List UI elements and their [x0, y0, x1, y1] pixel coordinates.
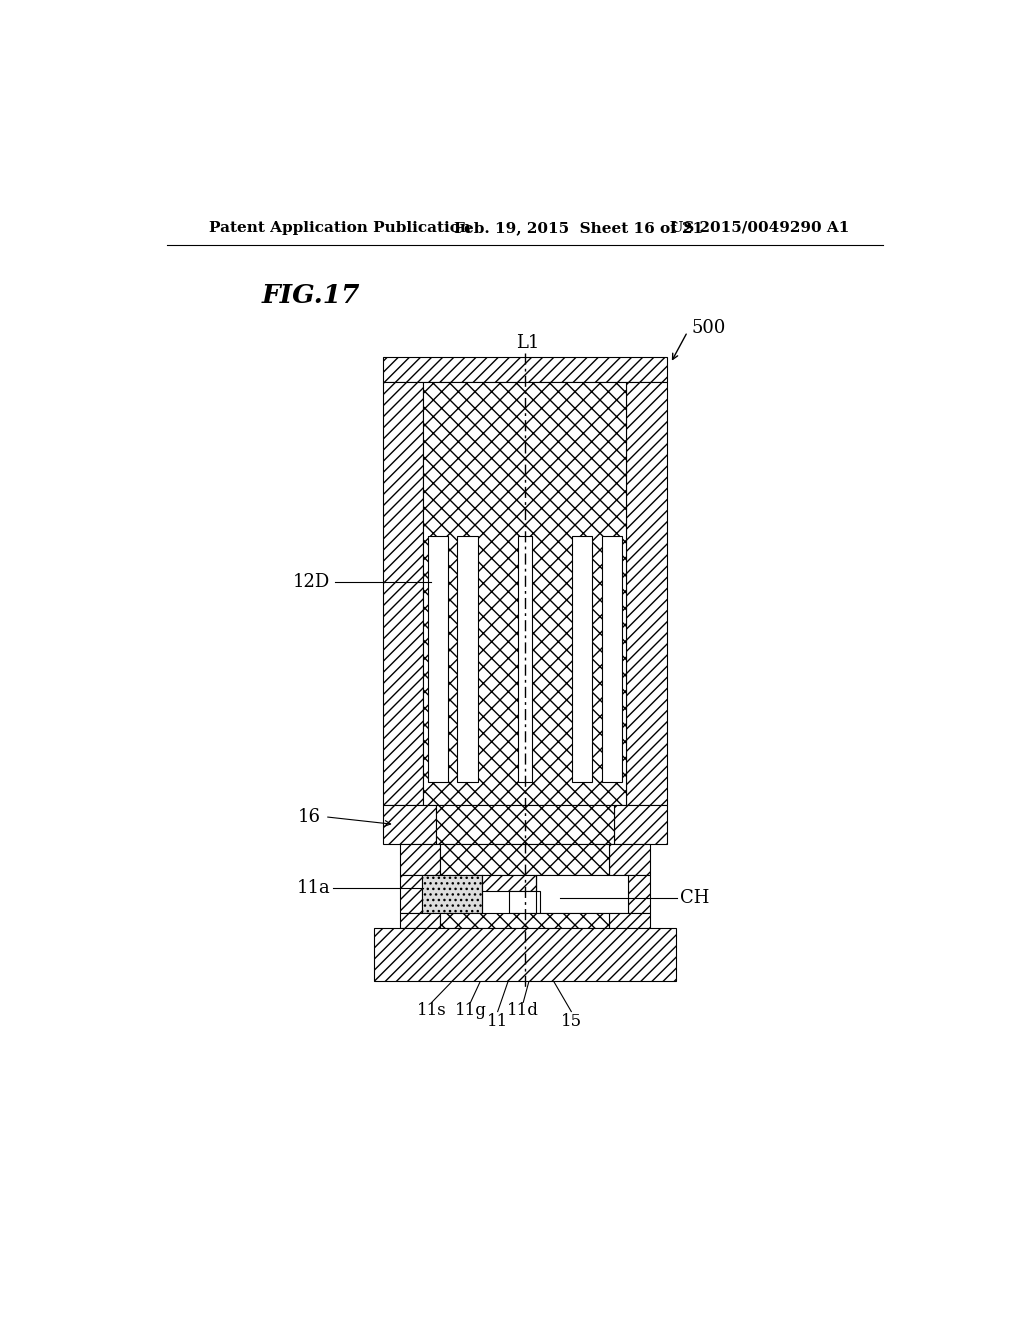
- Bar: [400, 843, 440, 875]
- Bar: [609, 843, 649, 875]
- Bar: [383, 358, 667, 381]
- Text: L1: L1: [516, 334, 540, 352]
- Text: 11g: 11g: [455, 1002, 486, 1019]
- Bar: [601, 536, 622, 781]
- Text: Feb. 19, 2015  Sheet 16 of 21: Feb. 19, 2015 Sheet 16 of 21: [454, 220, 702, 235]
- Text: 11a: 11a: [297, 879, 331, 898]
- Bar: [428, 536, 449, 781]
- Bar: [422, 874, 482, 913]
- Text: US 2015/0049290 A1: US 2015/0049290 A1: [671, 220, 850, 235]
- Bar: [440, 843, 609, 875]
- Text: 500: 500: [691, 319, 726, 337]
- Bar: [628, 874, 649, 913]
- Bar: [518, 536, 531, 781]
- Text: 15: 15: [561, 1014, 582, 1030]
- Bar: [627, 381, 667, 805]
- Bar: [400, 913, 440, 928]
- Bar: [609, 913, 649, 928]
- Text: 12D: 12D: [293, 573, 331, 591]
- Bar: [509, 891, 541, 913]
- Bar: [400, 874, 422, 913]
- Bar: [383, 381, 423, 805]
- Bar: [423, 381, 627, 805]
- Text: CH: CH: [680, 888, 710, 907]
- Bar: [482, 874, 537, 891]
- Bar: [572, 536, 592, 781]
- Bar: [435, 805, 614, 843]
- Bar: [440, 913, 609, 928]
- Text: 11s: 11s: [417, 1002, 446, 1019]
- Text: 16: 16: [298, 808, 321, 826]
- Bar: [458, 536, 477, 781]
- Text: FIG.17: FIG.17: [261, 282, 359, 308]
- Text: Patent Application Publication: Patent Application Publication: [209, 220, 471, 235]
- Bar: [374, 928, 676, 981]
- Bar: [383, 805, 435, 843]
- Text: 11: 11: [487, 1014, 508, 1030]
- Bar: [614, 805, 667, 843]
- Bar: [537, 874, 628, 913]
- Text: 11d: 11d: [507, 1002, 540, 1019]
